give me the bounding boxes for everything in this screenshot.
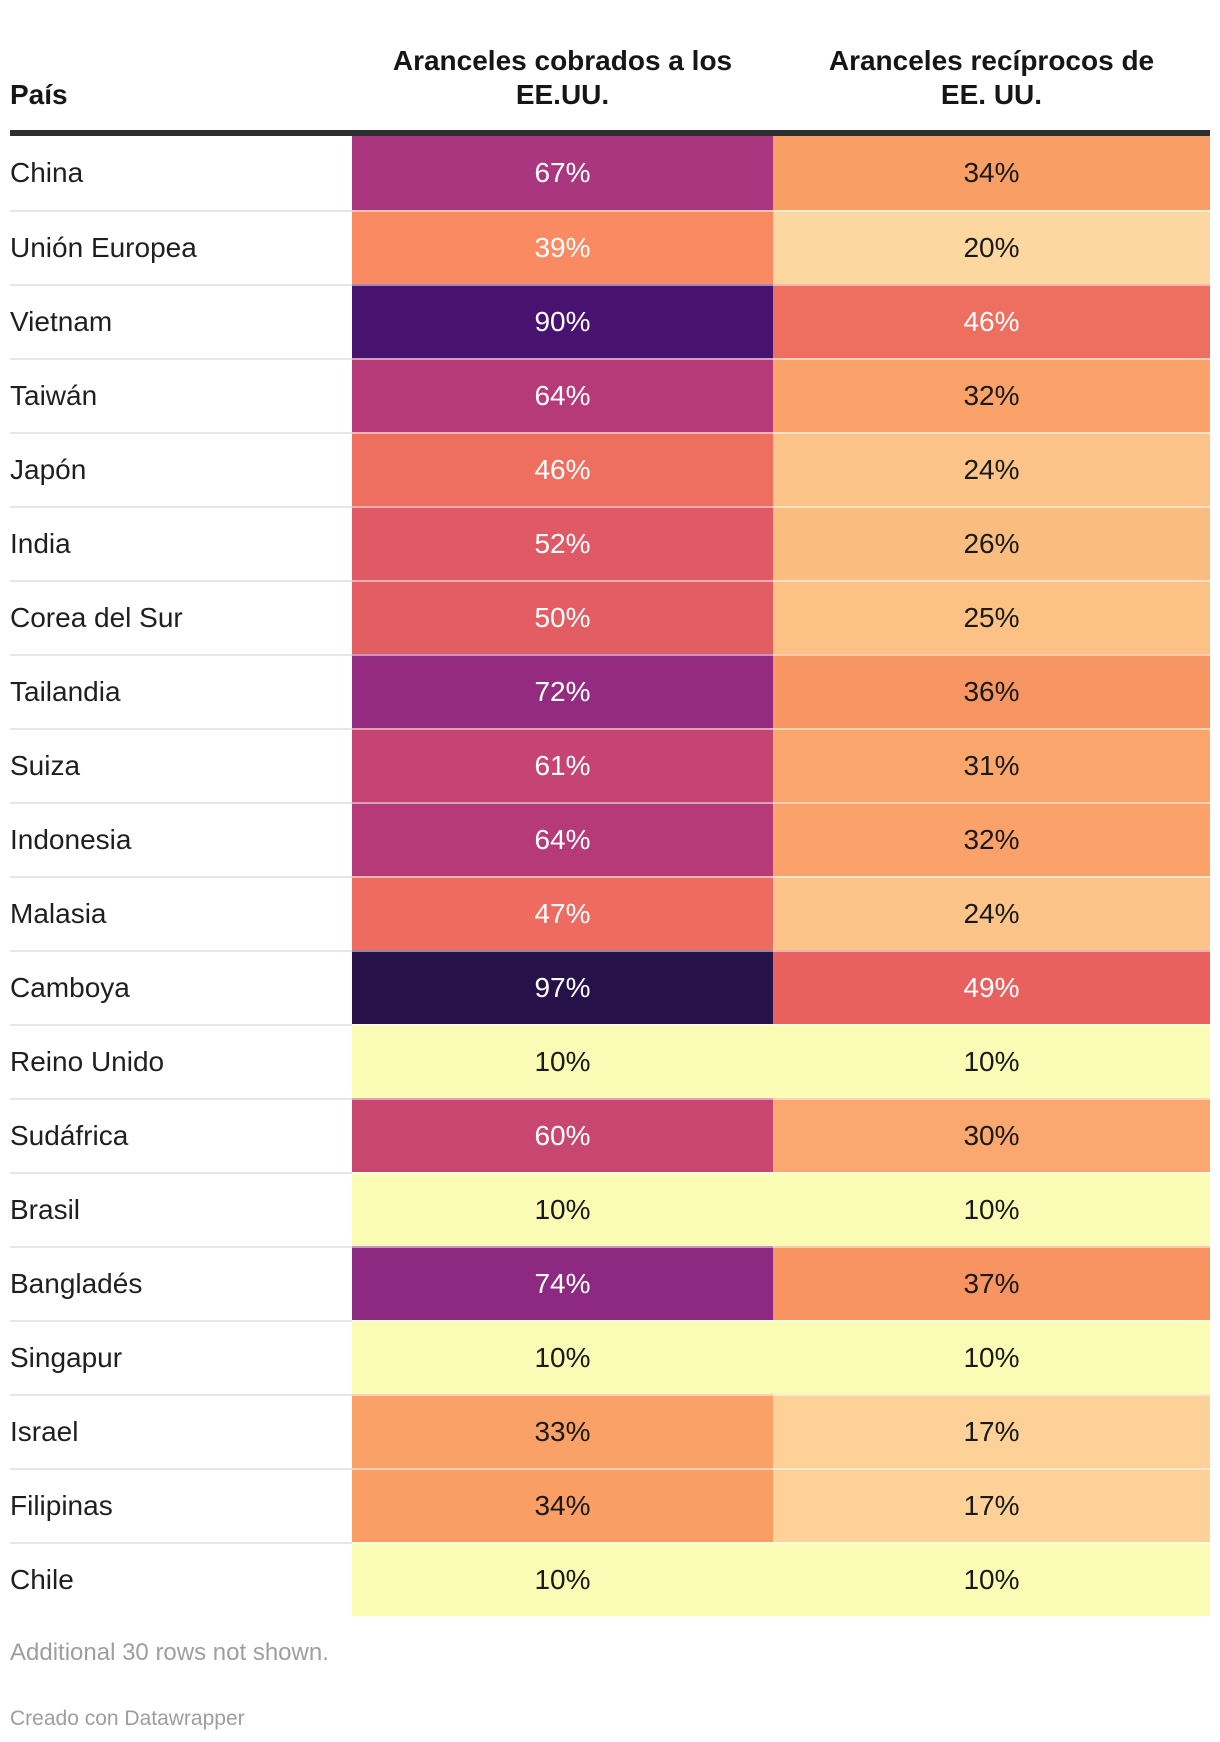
table-row: Filipinas 34% 17%: [10, 1468, 1210, 1542]
charged-tariff-cell: 39%: [352, 210, 773, 284]
table-row: Japón 46% 24%: [10, 432, 1210, 506]
reciprocal-tariff-cell: 30%: [773, 1098, 1210, 1172]
charged-tariff-cell: 97%: [352, 950, 773, 1024]
charged-tariff-cell: 47%: [352, 876, 773, 950]
reciprocal-tariff-cell: 37%: [773, 1246, 1210, 1320]
charged-tariff-cell: 64%: [352, 802, 773, 876]
reciprocal-tariff-cell: 49%: [773, 950, 1210, 1024]
country-cell: Unión Europea: [10, 210, 352, 284]
charged-tariff-cell: 50%: [352, 580, 773, 654]
country-cell: Vietnam: [10, 284, 352, 358]
reciprocal-tariff-cell: 10%: [773, 1172, 1210, 1246]
country-cell: Indonesia: [10, 802, 352, 876]
country-cell: Taiwán: [10, 358, 352, 432]
table-row: Tailandia 72% 36%: [10, 654, 1210, 728]
country-cell: Camboya: [10, 950, 352, 1024]
charged-tariff-cell: 46%: [352, 432, 773, 506]
table-row: Singapur 10% 10%: [10, 1320, 1210, 1394]
country-cell: Malasia: [10, 876, 352, 950]
charged-tariff-cell: 74%: [352, 1246, 773, 1320]
table-row: Camboya 97% 49%: [10, 950, 1210, 1024]
reciprocal-tariff-cell: 34%: [773, 136, 1210, 210]
table-row: India 52% 26%: [10, 506, 1210, 580]
country-cell: Brasil: [10, 1172, 352, 1246]
country-cell: Chile: [10, 1542, 352, 1616]
table-row: Brasil 10% 10%: [10, 1172, 1210, 1246]
charged-tariff-cell: 52%: [352, 506, 773, 580]
reciprocal-tariff-cell: 32%: [773, 802, 1210, 876]
country-cell: Suiza: [10, 728, 352, 802]
table-header-row: País Aranceles cobrados a los EE.UU. Ara…: [10, 0, 1210, 136]
country-cell: Filipinas: [10, 1468, 352, 1542]
table-row: Sudáfrica 60% 30%: [10, 1098, 1210, 1172]
reciprocal-tariff-cell: 10%: [773, 1542, 1210, 1616]
reciprocal-tariff-cell: 32%: [773, 358, 1210, 432]
country-cell: Sudáfrica: [10, 1098, 352, 1172]
country-cell: Bangladés: [10, 1246, 352, 1320]
charged-tariff-cell: 90%: [352, 284, 773, 358]
reciprocal-tariff-cell: 10%: [773, 1320, 1210, 1394]
reciprocal-tariff-cell: 31%: [773, 728, 1210, 802]
reciprocal-tariff-cell: 46%: [773, 284, 1210, 358]
country-cell: Corea del Sur: [10, 580, 352, 654]
charged-tariff-cell: 10%: [352, 1024, 773, 1098]
charged-tariff-cell: 10%: [352, 1542, 773, 1616]
charged-tariff-cell: 33%: [352, 1394, 773, 1468]
column-header-charged: Aranceles cobrados a los EE.UU.: [352, 44, 773, 112]
country-cell: Singapur: [10, 1320, 352, 1394]
table-row: Israel 33% 17%: [10, 1394, 1210, 1468]
table-row: Indonesia 64% 32%: [10, 802, 1210, 876]
table-row: Bangladés 74% 37%: [10, 1246, 1210, 1320]
reciprocal-tariff-cell: 25%: [773, 580, 1210, 654]
table-row: Vietnam 90% 46%: [10, 284, 1210, 358]
column-header-country: País: [10, 79, 68, 110]
table-row: Taiwán 64% 32%: [10, 358, 1210, 432]
reciprocal-tariff-cell: 24%: [773, 432, 1210, 506]
country-cell: Tailandia: [10, 654, 352, 728]
column-header-reciprocal: Aranceles recíprocos de EE. UU.: [773, 44, 1210, 112]
charged-tariff-cell: 72%: [352, 654, 773, 728]
reciprocal-tariff-cell: 24%: [773, 876, 1210, 950]
reciprocal-tariff-cell: 10%: [773, 1024, 1210, 1098]
country-cell: Japón: [10, 432, 352, 506]
charged-tariff-cell: 10%: [352, 1172, 773, 1246]
reciprocal-tariff-cell: 26%: [773, 506, 1210, 580]
datawrapper-credit-link[interactable]: Creado con Datawrapper: [10, 1707, 245, 1730]
table-row: Corea del Sur 50% 25%: [10, 580, 1210, 654]
table-row: Suiza 61% 31%: [10, 728, 1210, 802]
country-cell: Israel: [10, 1394, 352, 1468]
table-row: Unión Europea 39% 20%: [10, 210, 1210, 284]
table-row: Malasia 47% 24%: [10, 876, 1210, 950]
column-header-charged-line2: EE.UU.: [515, 79, 610, 110]
reciprocal-tariff-cell: 17%: [773, 1468, 1210, 1542]
charged-tariff-cell: 61%: [352, 728, 773, 802]
charged-tariff-cell: 10%: [352, 1320, 773, 1394]
table-row: China 67% 34%: [10, 136, 1210, 210]
table-row: Reino Unido 10% 10%: [10, 1024, 1210, 1098]
reciprocal-tariff-cell: 17%: [773, 1394, 1210, 1468]
country-cell: India: [10, 506, 352, 580]
charged-tariff-cell: 60%: [352, 1098, 773, 1172]
charged-tariff-cell: 64%: [352, 358, 773, 432]
table-body: China 67% 34% Unión Europea 39% 20% Vietnam 90%…: [10, 136, 1210, 1616]
charged-tariff-cell: 67%: [352, 136, 773, 210]
rows-not-shown-note: Additional 30 rows not shown.: [10, 1639, 329, 1666]
column-header-reciprocal-line2: EE. UU.: [940, 79, 1043, 110]
charged-tariff-cell: 34%: [352, 1468, 773, 1542]
reciprocal-tariff-cell: 20%: [773, 210, 1210, 284]
reciprocal-tariff-cell: 36%: [773, 654, 1210, 728]
column-header-charged-line1: Aranceles cobrados a los: [392, 45, 733, 76]
country-cell: China: [10, 136, 352, 210]
country-cell: Reino Unido: [10, 1024, 352, 1098]
table-row: Chile 10% 10%: [10, 1542, 1210, 1616]
column-header-reciprocal-line1: Aranceles recíprocos de: [828, 45, 1155, 76]
